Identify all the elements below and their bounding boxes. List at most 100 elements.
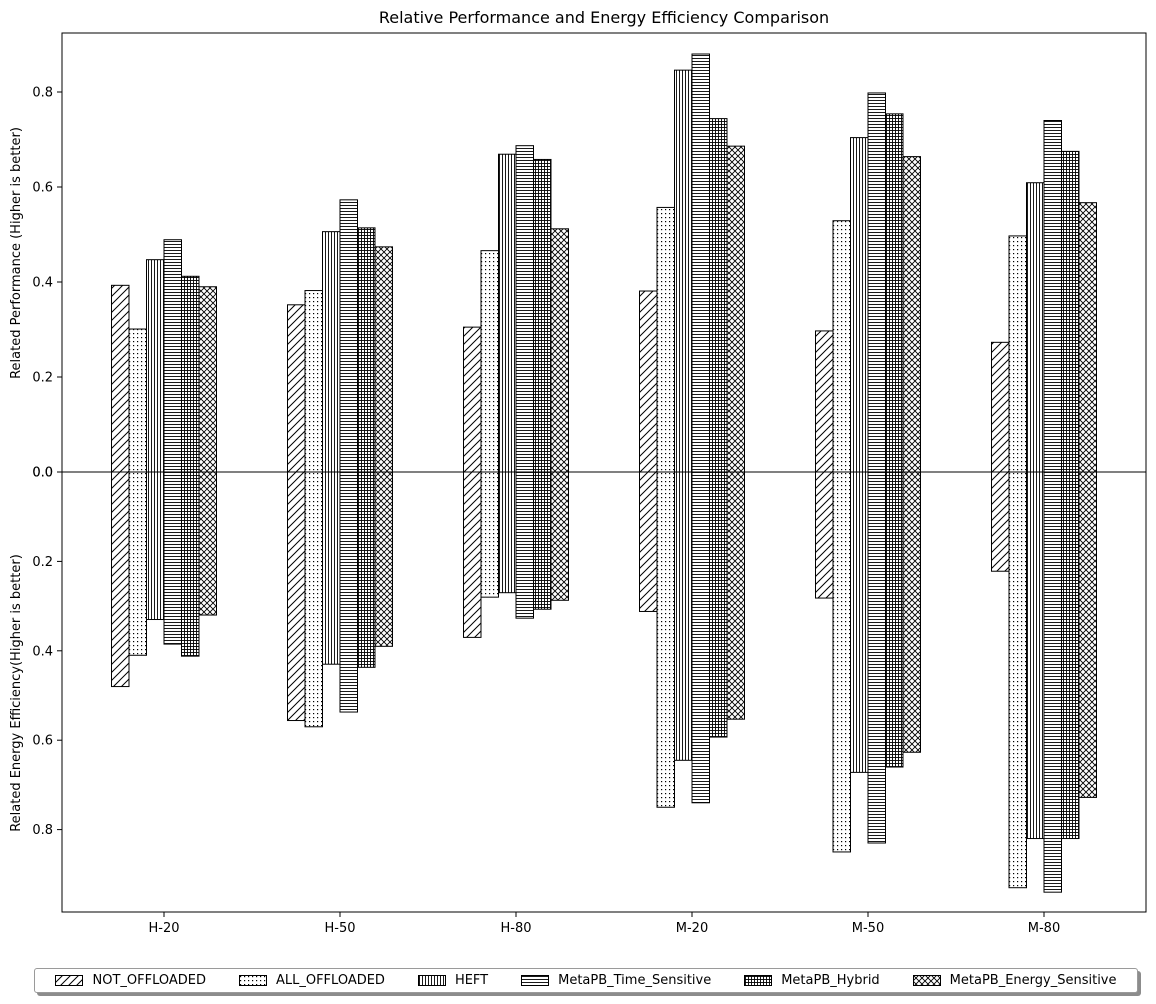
bar-energy-NOT_OFFLOADED-M-80 <box>991 471 1010 572</box>
bar-performance-ALL_OFFLOADED-M-50 <box>832 220 851 473</box>
bar-performance-HEFT-H-50 <box>322 231 341 473</box>
y-tick-label-performance: 0.6 <box>32 181 53 196</box>
bar-energy-ALL_OFFLOADED-M-50 <box>832 471 851 853</box>
bar-performance-MetaPB_Time_Sensitive-M-50 <box>867 92 886 473</box>
bar-energy-MetaPB_Energy_Sensitive-M-20 <box>726 471 745 720</box>
bar-performance-MetaPB_Hybrid-M-20 <box>709 118 728 473</box>
y-tick-label-energy: 0.4 <box>32 644 53 659</box>
bar-energy-MetaPB_Time_Sensitive-M-50 <box>867 471 886 844</box>
bar-energy-ALL_OFFLOADED-H-80 <box>480 471 499 598</box>
legend-item: MetaPB_Energy_Sensitive <box>912 973 1117 988</box>
bar-energy-MetaPB_Energy_Sensitive-H-80 <box>550 471 569 601</box>
ticks-group: H-20 H-50 H-80 M-20 M-50 M-80 0.0 0.2 0.4 0.6 0.8 0… <box>32 86 1060 937</box>
x-tick-label: M-50 <box>852 921 884 936</box>
bar-energy-ALL_OFFLOADED-H-20 <box>128 471 147 656</box>
legend-swatch <box>521 975 550 986</box>
bar-performance-NOT_OFFLOADED-M-80 <box>991 341 1010 473</box>
bar-energy-HEFT-M-20 <box>674 471 693 761</box>
bar-performance-HEFT-M-50 <box>850 137 869 473</box>
legend-swatch <box>912 975 941 986</box>
legend-item: MetaPB_Hybrid <box>744 973 880 988</box>
bar-performance-NOT_OFFLOADED-M-20 <box>639 290 658 473</box>
bar-performance-HEFT-H-20 <box>146 259 165 473</box>
bar-energy-NOT_OFFLOADED-H-50 <box>287 471 306 722</box>
bar-energy-MetaPB_Hybrid-M-50 <box>885 471 904 768</box>
bar-performance-NOT_OFFLOADED-H-80 <box>463 326 482 473</box>
y-axis-label-energy: Related Energy Efficiency(Higher is bett… <box>9 554 24 832</box>
legend-label: MetaPB_Time_Sensitive <box>558 973 712 988</box>
bar-energy-MetaPB_Time_Sensitive-M-80 <box>1043 471 1062 893</box>
bar-performance-NOT_OFFLOADED-H-20 <box>111 284 130 473</box>
bar-performance-HEFT-H-80 <box>498 153 517 473</box>
x-tick-label: M-20 <box>676 921 708 936</box>
bar-energy-MetaPB_Hybrid-M-20 <box>709 471 728 738</box>
bar-performance-ALL_OFFLOADED-H-80 <box>480 250 499 473</box>
y-tick-label-performance: 0.2 <box>32 371 53 386</box>
legend-swatch <box>55 975 84 986</box>
bar-energy-NOT_OFFLOADED-H-20 <box>111 471 130 688</box>
bar-energy-MetaPB_Hybrid-H-50 <box>357 471 376 668</box>
x-tick-label: H-20 <box>148 921 179 936</box>
plot-frame <box>61 32 1147 913</box>
bar-performance-ALL_OFFLOADED-H-50 <box>304 290 323 473</box>
bar-performance-ALL_OFFLOADED-M-80 <box>1008 235 1027 473</box>
y-tick-label-performance: 0.0 <box>32 466 53 481</box>
bar-energy-ALL_OFFLOADED-M-20 <box>656 471 675 808</box>
bar-energy-MetaPB_Energy_Sensitive-H-50 <box>374 471 393 647</box>
x-tick-label: H-50 <box>324 921 355 936</box>
bar-performance-MetaPB_Energy_Sensitive-H-20 <box>198 286 217 473</box>
legend-swatch <box>744 975 773 986</box>
legend-item: MetaPB_Time_Sensitive <box>521 973 711 988</box>
bar-performance-ALL_OFFLOADED-M-20 <box>656 206 675 473</box>
legend-label: HEFT <box>454 973 489 988</box>
y-tick-label-performance: 0.4 <box>32 276 53 291</box>
bar-energy-MetaPB_Time_Sensitive-H-20 <box>163 471 182 645</box>
x-tick-label: M-80 <box>1028 921 1060 936</box>
bar-performance-MetaPB_Hybrid-M-50 <box>885 113 904 473</box>
bar-energy-NOT_OFFLOADED-H-80 <box>463 471 482 638</box>
bar-performance-MetaPB_Time_Sensitive-H-80 <box>515 145 534 473</box>
bar-performance-MetaPB_Hybrid-H-20 <box>181 275 200 473</box>
legend-item: HEFT <box>417 973 489 988</box>
bar-performance-MetaPB_Energy_Sensitive-H-50 <box>374 246 393 473</box>
bar-energy-NOT_OFFLOADED-M-20 <box>639 471 658 612</box>
bar-performance-MetaPB_Time_Sensitive-M-80 <box>1043 120 1062 473</box>
bar-performance-MetaPB_Energy_Sensitive-M-80 <box>1078 202 1097 473</box>
bars-group <box>111 53 1097 893</box>
bar-performance-MetaPB_Hybrid-H-80 <box>533 158 552 473</box>
bar-performance-HEFT-M-20 <box>674 69 693 473</box>
bar-energy-MetaPB_Time_Sensitive-H-80 <box>515 471 534 619</box>
bar-performance-ALL_OFFLOADED-H-20 <box>128 328 147 473</box>
chart-title: Relative Performance and Energy Efficien… <box>379 8 829 27</box>
legend-swatch <box>417 975 446 986</box>
legend-label: MetaPB_Energy_Sensitive <box>949 973 1117 988</box>
bar-performance-MetaPB_Energy_Sensitive-M-20 <box>726 145 745 473</box>
bar-energy-MetaPB_Time_Sensitive-M-20 <box>691 471 710 804</box>
bar-energy-MetaPB_Hybrid-M-80 <box>1061 471 1080 840</box>
bar-energy-MetaPB_Energy_Sensitive-M-50 <box>902 471 921 753</box>
y-tick-label-energy: 0.8 <box>32 823 53 838</box>
bar-energy-MetaPB_Energy_Sensitive-H-20 <box>198 471 217 616</box>
bar-energy-ALL_OFFLOADED-M-80 <box>1008 471 1027 889</box>
bar-energy-MetaPB_Energy_Sensitive-M-80 <box>1078 471 1097 798</box>
bar-energy-ALL_OFFLOADED-H-50 <box>304 471 323 728</box>
bar-energy-HEFT-H-80 <box>498 471 517 594</box>
y-tick-label-performance: 0.8 <box>32 86 53 101</box>
legend-label: MetaPB_Hybrid <box>781 973 880 988</box>
bar-energy-MetaPB_Time_Sensitive-H-50 <box>339 471 358 713</box>
y-tick-label-energy: 0.6 <box>32 734 53 749</box>
y-axis-label-performance: Related Performance (Higher is better) <box>9 127 24 379</box>
legend-item: NOT_OFFLOADED <box>55 973 206 988</box>
bar-energy-MetaPB_Hybrid-H-80 <box>533 471 552 610</box>
bar-performance-NOT_OFFLOADED-H-50 <box>287 304 306 473</box>
y-tick-label-energy: 0.0 <box>32 466 53 481</box>
legend-swatch <box>238 975 267 986</box>
x-tick-label: H-80 <box>500 921 531 936</box>
legend-label: NOT_OFFLOADED <box>92 973 206 988</box>
y-tick-label-energy: 0.2 <box>32 555 53 570</box>
bar-performance-MetaPB_Energy_Sensitive-M-50 <box>902 156 921 473</box>
bar-performance-MetaPB_Time_Sensitive-H-50 <box>339 199 358 473</box>
bar-performance-MetaPB_Hybrid-M-80 <box>1061 150 1080 473</box>
bar-performance-NOT_OFFLOADED-M-50 <box>815 330 834 473</box>
bar-energy-HEFT-H-20 <box>146 471 165 621</box>
